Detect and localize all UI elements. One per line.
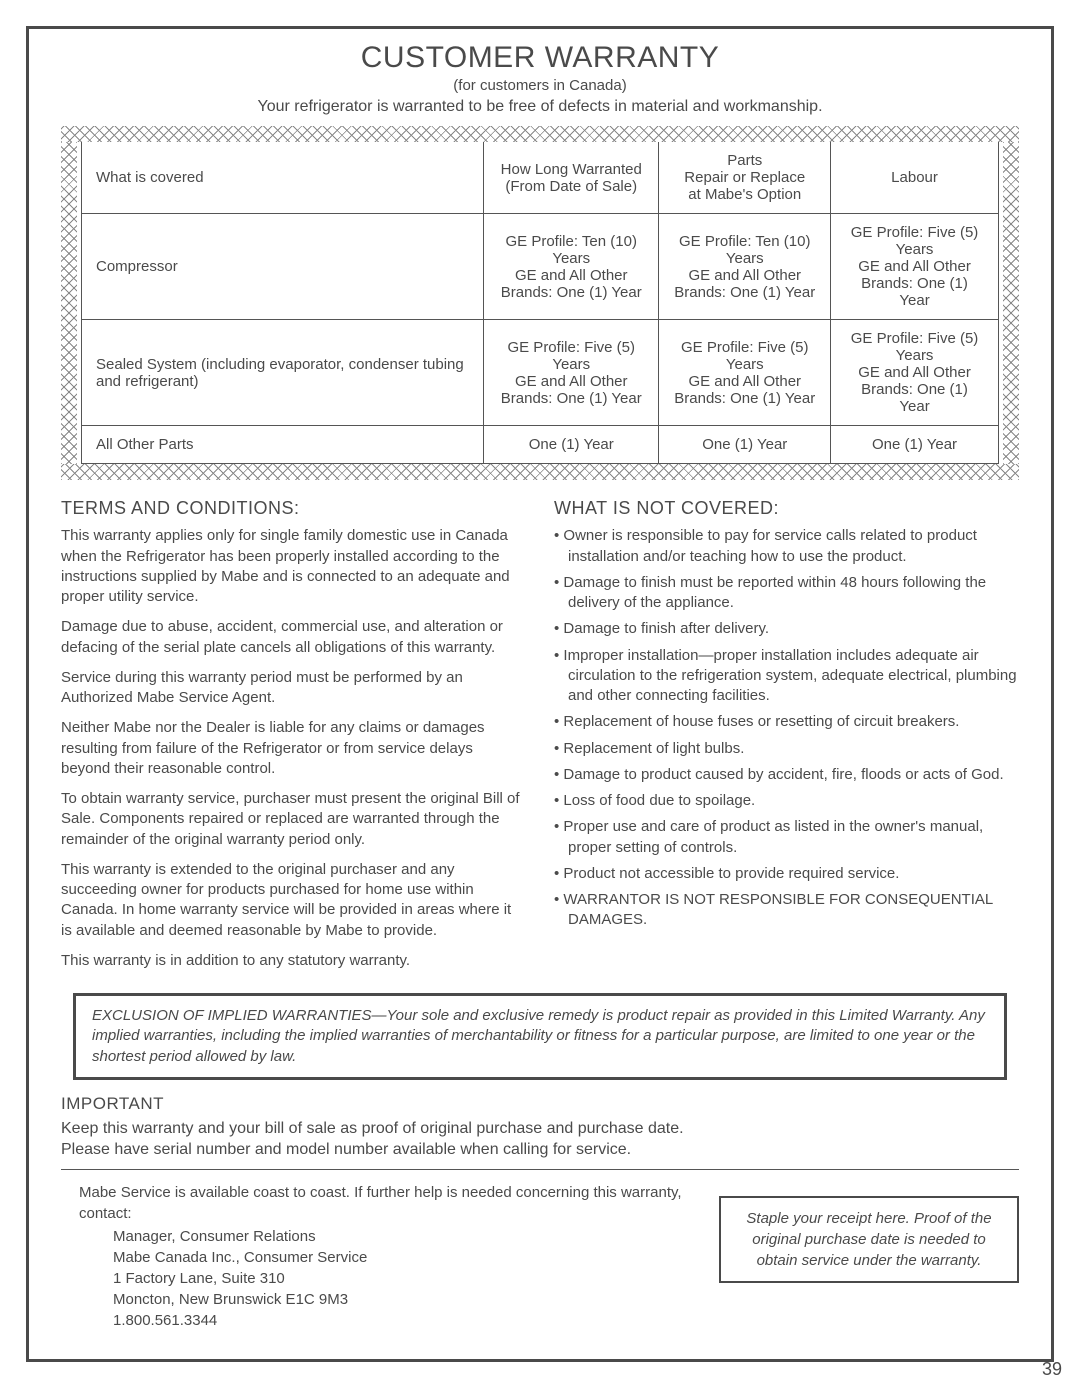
contact-line: 1 Factory Lane, Suite 310 bbox=[113, 1268, 699, 1289]
terms-paragraph: Damage due to abuse, accident, commercia… bbox=[61, 617, 526, 658]
table-cell: GE Profile: Five (5) YearsGE and All Oth… bbox=[831, 214, 999, 320]
table-row: All Other PartsOne (1) YearOne (1) YearO… bbox=[82, 426, 999, 464]
page-title: CUSTOMER WARRANTY bbox=[61, 41, 1019, 75]
terms-paragraph: Neither Mabe nor the Dealer is liable fo… bbox=[61, 718, 526, 779]
table-cell: GE Profile: Five (5) YearsGE and All Oth… bbox=[831, 320, 999, 426]
table-cell: GE Profile: Ten (10) YearsGE and All Oth… bbox=[659, 214, 831, 320]
warranty-table: What is covered How Long Warranted(From … bbox=[81, 142, 999, 464]
terms-paragraph: This warranty is extended to the origina… bbox=[61, 860, 526, 941]
terms-paragraph: Service during this warranty period must… bbox=[61, 668, 526, 709]
terms-paragraph: To obtain warranty service, purchaser mu… bbox=[61, 789, 526, 850]
staple-receipt-box: Staple your receipt here. Proof of the o… bbox=[719, 1196, 1019, 1283]
table-cell: One (1) Year bbox=[484, 426, 659, 464]
contact-line: Mabe Canada Inc., Consumer Service bbox=[113, 1247, 699, 1268]
page-number: 39 bbox=[1042, 1359, 1062, 1380]
contact-line: Manager, Consumer Relations bbox=[113, 1226, 699, 1247]
table-cell: GE Profile: Ten (10) YearsGE and All Oth… bbox=[484, 214, 659, 320]
not-covered-heading: WHAT IS NOT COVERED: bbox=[554, 496, 1019, 520]
table-header: PartsRepair or Replaceat Mabe's Option bbox=[659, 142, 831, 214]
not-covered-column: WHAT IS NOT COVERED: Owner is responsibl… bbox=[554, 496, 1019, 981]
page-subtitle: (for customers in Canada) bbox=[61, 77, 1019, 94]
not-covered-item: Owner is responsible to pay for service … bbox=[554, 526, 1019, 567]
table-row: Sealed System (including evaporator, con… bbox=[82, 320, 999, 426]
not-covered-item: Loss of food due to spoilage. bbox=[554, 791, 1019, 811]
contact-intro: Mabe Service is available coast to coast… bbox=[79, 1182, 699, 1224]
table-row: CompressorGE Profile: Ten (10) YearsGE a… bbox=[82, 214, 999, 320]
important-heading: IMPORTANT bbox=[61, 1094, 1019, 1114]
important-section: IMPORTANT Keep this warranty and your bi… bbox=[61, 1094, 1019, 1161]
table-header-row: What is covered How Long Warranted(From … bbox=[82, 142, 999, 214]
table-header: How Long Warranted(From Date of Sale) bbox=[484, 142, 659, 214]
contact-line: 1.800.561.3344 bbox=[113, 1310, 699, 1331]
terms-paragraph: This warranty is in addition to any stat… bbox=[61, 951, 526, 971]
important-line: Please have serial number and model numb… bbox=[61, 1139, 1019, 1161]
contact-section: Mabe Service is available coast to coast… bbox=[61, 1182, 699, 1331]
not-covered-item: WARRANTOR IS NOT RESPONSIBLE FOR CONSEQU… bbox=[554, 890, 1019, 931]
exclusion-box: EXCLUSION OF IMPLIED WARRANTIES—Your sol… bbox=[73, 993, 1007, 1080]
not-covered-item: Improper installation—proper installatio… bbox=[554, 646, 1019, 707]
not-covered-item: Damage to product caused by accident, fi… bbox=[554, 765, 1019, 785]
not-covered-item: Product not accessible to provide requir… bbox=[554, 864, 1019, 884]
separator bbox=[61, 1169, 1019, 1170]
page-subline: Your refrigerator is warranted to be fre… bbox=[61, 98, 1019, 116]
table-cell: All Other Parts bbox=[82, 426, 484, 464]
terms-column: TERMS AND CONDITIONS: This warranty appl… bbox=[61, 496, 526, 981]
table-cell: GE Profile: Five (5) YearsGE and All Oth… bbox=[659, 320, 831, 426]
table-cell: One (1) Year bbox=[659, 426, 831, 464]
important-line: Keep this warranty and your bill of sale… bbox=[61, 1118, 1019, 1140]
deco-border-top bbox=[61, 126, 1019, 142]
contact-line: Moncton, New Brunswick E1C 9M3 bbox=[113, 1289, 699, 1310]
table-cell: Compressor bbox=[82, 214, 484, 320]
deco-border-right bbox=[1003, 142, 1019, 464]
table-header: What is covered bbox=[82, 142, 484, 214]
not-covered-item: Damage to finish after delivery. bbox=[554, 619, 1019, 639]
deco-border-left bbox=[61, 142, 77, 464]
table-header: Labour bbox=[831, 142, 999, 214]
warranty-table-wrap: What is covered How Long Warranted(From … bbox=[61, 126, 1019, 480]
table-cell: One (1) Year bbox=[831, 426, 999, 464]
terms-heading: TERMS AND CONDITIONS: bbox=[61, 496, 526, 520]
not-covered-item: Replacement of house fuses or resetting … bbox=[554, 712, 1019, 732]
table-cell: GE Profile: Five (5) YearsGE and All Oth… bbox=[484, 320, 659, 426]
not-covered-list: Owner is responsible to pay for service … bbox=[554, 526, 1019, 930]
not-covered-item: Replacement of light bulbs. bbox=[554, 739, 1019, 759]
terms-paragraph: This warranty applies only for single fa… bbox=[61, 526, 526, 607]
warranty-page: CUSTOMER WARRANTY (for customers in Cana… bbox=[26, 26, 1054, 1362]
deco-border-bottom bbox=[61, 464, 1019, 480]
not-covered-item: Proper use and care of product as listed… bbox=[554, 817, 1019, 858]
not-covered-item: Damage to finish must be reported within… bbox=[554, 573, 1019, 614]
table-cell: Sealed System (including evaporator, con… bbox=[82, 320, 484, 426]
